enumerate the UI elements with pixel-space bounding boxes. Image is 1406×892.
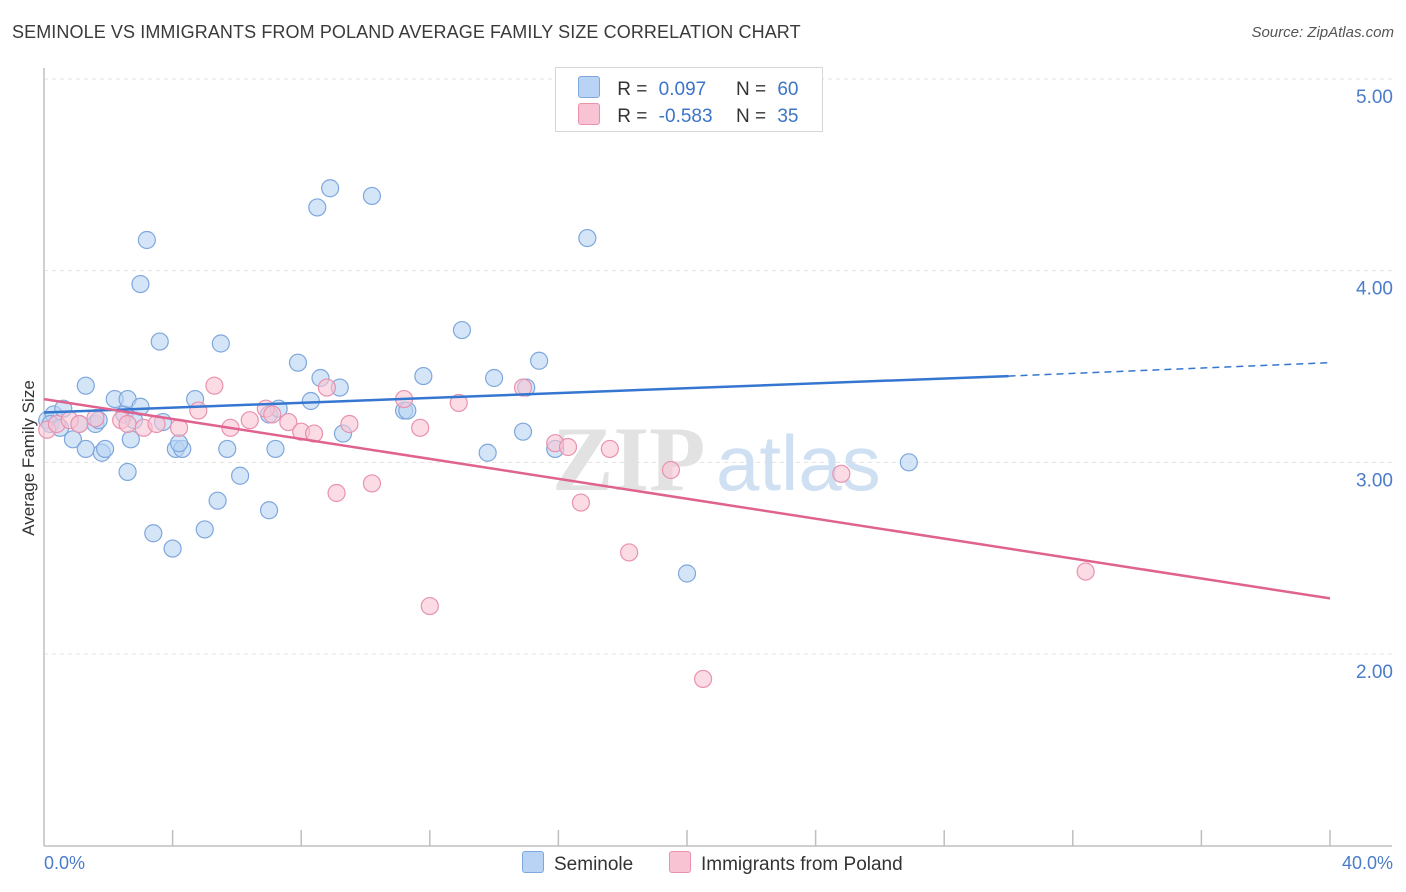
r-value: -0.583 <box>658 106 713 127</box>
poland-point[interactable] <box>118 414 137 434</box>
watermark-zip: ZIP <box>552 408 705 510</box>
legend-row-poland: R = -0.583 N = 35 <box>578 103 798 127</box>
seminole-trend-line <box>43 374 1009 414</box>
n-value: 60 <box>777 79 799 100</box>
seminole-point[interactable] <box>578 228 597 248</box>
y-tick-label: 2.00 <box>1356 662 1393 683</box>
poland-point[interactable] <box>620 543 639 562</box>
poland-point[interactable] <box>70 414 89 434</box>
seminole-point[interactable] <box>95 439 115 459</box>
seminole-point[interactable] <box>131 274 150 294</box>
poland-point[interactable] <box>513 378 533 397</box>
watermark-atlas: atlas <box>716 419 881 507</box>
poland-point[interactable] <box>317 378 337 397</box>
y-tick-label: 5.00 <box>1356 87 1393 108</box>
watermark: ZIP atlas <box>552 408 881 510</box>
r-value: 0.097 <box>658 79 707 100</box>
legend-label: Immigrants from Poland <box>701 854 903 875</box>
poland-point[interactable] <box>832 464 851 483</box>
seminole-swatch-icon <box>522 851 544 873</box>
legend-label: Seminole <box>554 854 634 875</box>
poland-point[interactable] <box>1076 562 1095 581</box>
grid-lines <box>44 78 1392 655</box>
seminole-point[interactable] <box>362 186 382 206</box>
poland-point[interactable] <box>449 393 468 413</box>
poland-point[interactable] <box>86 409 105 428</box>
poland-point[interactable] <box>362 474 382 493</box>
seminole-point[interactable] <box>478 443 497 462</box>
bottom-legend-poland[interactable]: Immigrants from Poland <box>669 851 903 876</box>
r-label: R = <box>617 79 648 100</box>
seminole-point[interactable] <box>452 320 472 340</box>
seminole-point[interactable] <box>231 466 250 485</box>
seminole-point[interactable] <box>530 351 549 370</box>
poland-point[interactable] <box>571 493 591 512</box>
seminole-point[interactable] <box>163 539 182 558</box>
n-value: 35 <box>777 106 799 127</box>
poland-point[interactable] <box>327 483 346 503</box>
axes <box>43 68 1392 847</box>
y-tick-label: 4.00 <box>1356 279 1393 300</box>
seminole-point[interactable] <box>150 332 169 351</box>
seminole-point[interactable] <box>259 501 279 520</box>
seminole-point[interactable] <box>266 439 285 459</box>
seminole-points <box>38 179 918 583</box>
seminole-trend-extension <box>1008 361 1331 377</box>
seminole-point[interactable] <box>899 453 918 472</box>
poland-point[interactable] <box>240 411 259 430</box>
poland-swatch-icon <box>669 851 691 873</box>
x-ticks <box>171 830 1331 846</box>
x-tick-label-max: 40.0% <box>1342 853 1393 873</box>
poland-point[interactable] <box>279 412 298 432</box>
poland-point[interactable] <box>340 414 359 434</box>
seminole-point[interactable] <box>513 422 533 441</box>
seminole-point[interactable] <box>195 520 214 539</box>
seminole-swatch-icon <box>578 76 600 98</box>
stats-legend: R = 0.097 N = 60 R = -0.583 N = 35 <box>555 67 823 132</box>
n-label: N = <box>735 79 767 100</box>
seminole-point[interactable] <box>144 524 163 543</box>
poland-point[interactable] <box>661 460 681 480</box>
poland-point[interactable] <box>420 596 439 616</box>
seminole-point[interactable] <box>76 376 95 395</box>
poland-swatch-icon <box>578 103 600 125</box>
poland-point[interactable] <box>600 439 619 459</box>
seminole-point[interactable] <box>169 434 189 453</box>
poland-point[interactable] <box>693 669 713 689</box>
chart-title: SEMINOLE VS IMMIGRANTS FROM POLAND AVERA… <box>12 22 801 42</box>
seminole-point[interactable] <box>218 439 237 459</box>
seminole-point[interactable] <box>208 491 227 510</box>
source-label: Source: ZipAtlas.com <box>1251 24 1394 41</box>
y-tick-label: 3.00 <box>1356 470 1393 491</box>
legend-row-seminole: R = 0.097 N = 60 <box>578 76 798 100</box>
seminole-point[interactable] <box>76 439 95 459</box>
seminole-point[interactable] <box>211 334 230 353</box>
trend-lines <box>43 361 1331 600</box>
poland-point[interactable] <box>205 376 224 395</box>
seminole-point[interactable] <box>288 353 308 372</box>
seminole-point[interactable] <box>321 179 340 198</box>
poland-trend-line <box>43 397 1331 600</box>
y-tick-labels: 2.00 3.00 4.00 5.00 <box>1356 87 1393 683</box>
seminole-point[interactable] <box>63 430 83 449</box>
seminole-point[interactable] <box>677 564 697 583</box>
poland-point[interactable] <box>189 401 208 420</box>
seminole-point[interactable] <box>137 230 156 250</box>
poland-point[interactable] <box>411 418 430 437</box>
seminole-point[interactable] <box>118 462 137 482</box>
bottom-legend-seminole[interactable]: Seminole <box>522 851 633 876</box>
seminole-point[interactable] <box>485 368 504 388</box>
poland-point[interactable] <box>558 437 578 457</box>
seminole-point[interactable] <box>308 198 327 217</box>
seminole-point[interactable] <box>414 366 433 386</box>
poland-point[interactable] <box>263 405 282 424</box>
x-tick-label-min: 0.0% <box>44 853 85 873</box>
r-label: R = <box>617 106 648 127</box>
n-label: N = <box>735 106 767 127</box>
y-axis-label: Average Family Size <box>19 380 38 536</box>
